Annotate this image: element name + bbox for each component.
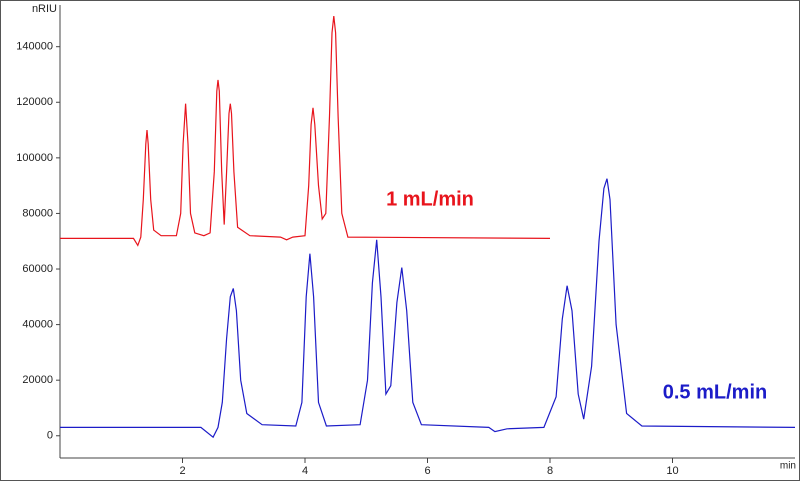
x-tick-label: 10 bbox=[666, 465, 678, 477]
x-axis-label: min bbox=[780, 461, 796, 472]
y-tick-label: 100000 bbox=[16, 152, 53, 164]
line bbox=[60, 16, 551, 247]
line bbox=[60, 178, 796, 439]
y-axis-label: nRIU bbox=[32, 3, 57, 15]
y-tick-label: 60000 bbox=[22, 263, 53, 275]
y-tick-label: 140000 bbox=[16, 41, 53, 53]
series-label: 1 mL/min bbox=[386, 188, 474, 210]
y-tick-label: 80000 bbox=[22, 207, 53, 219]
x-tick-label: 8 bbox=[547, 465, 553, 477]
x-tick-label: 6 bbox=[424, 465, 430, 477]
series-label: 0.5 mL/min bbox=[663, 381, 767, 403]
x-tick-label: 2 bbox=[179, 465, 185, 477]
y-tick-label: 120000 bbox=[16, 96, 53, 108]
x-tick-label: 4 bbox=[302, 465, 308, 477]
y-tick-label: 40000 bbox=[22, 319, 53, 331]
y-tick-label: 20000 bbox=[22, 374, 53, 386]
y-tick-label: 0 bbox=[47, 430, 53, 442]
